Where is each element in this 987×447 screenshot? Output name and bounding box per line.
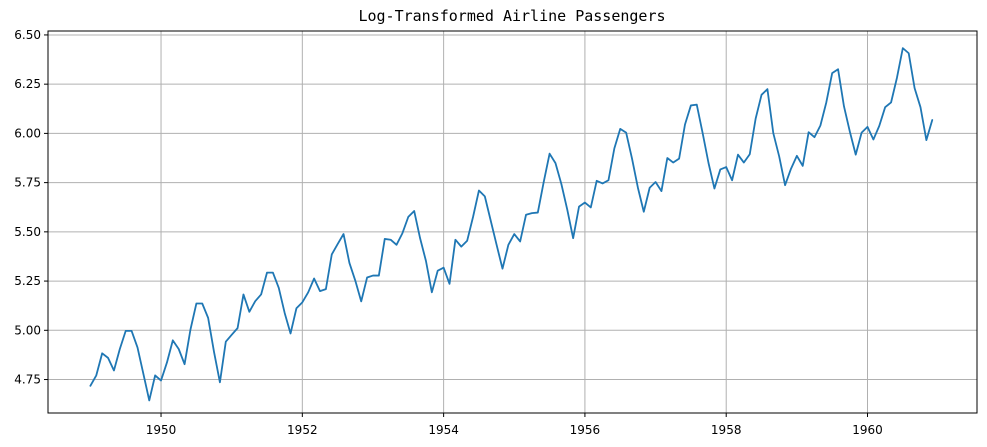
chart-title: Log-Transformed Airline Passengers — [358, 7, 665, 25]
y-tick-label: 5.25 — [14, 274, 41, 288]
x-tick-label: 1952 — [287, 423, 318, 437]
x-tick-label: 1950 — [146, 423, 177, 437]
x-tick-label: 1956 — [570, 423, 601, 437]
x-tick-label: 1954 — [428, 423, 459, 437]
series-layer — [89, 47, 934, 402]
grid — [48, 31, 977, 413]
y-tick-label: 4.75 — [14, 373, 41, 387]
y-tick-label: 5.00 — [14, 323, 41, 337]
y-tick-label: 6.25 — [14, 77, 41, 91]
series-line — [89, 47, 934, 402]
y-tick-label: 5.75 — [14, 176, 41, 190]
y-tick-label: 6.50 — [14, 28, 41, 42]
x-tick-label: 1958 — [711, 423, 742, 437]
x-tick-label: 1960 — [852, 423, 883, 437]
axes-frame — [47, 30, 978, 414]
y-tick-label: 6.00 — [14, 126, 41, 140]
y-tick-label: 5.50 — [14, 225, 41, 239]
ticks: 1950 1952 1954 1956 1958 1960 4.75 5.00 5.25 5.50… — [14, 28, 882, 437]
plot-frame — [47, 30, 978, 414]
